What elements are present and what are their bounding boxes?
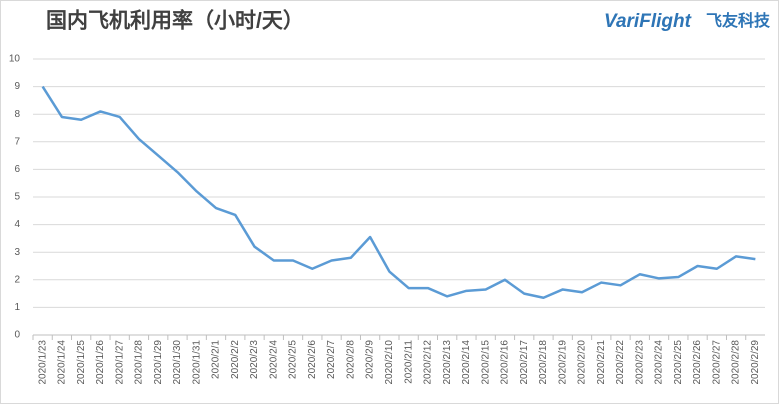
x-tick-label: 2020/2/17 [519, 340, 530, 385]
y-tick-label: 10 [9, 54, 21, 65]
x-tick-label: 2020/2/29 [750, 340, 761, 385]
logo-cn: 飞友科技 [706, 11, 771, 30]
x-tick-label: 2020/2/25 [673, 340, 684, 385]
x-tick-label: 2020/2/8 [345, 340, 356, 379]
x-tick-label: 2020/1/29 [153, 340, 164, 385]
y-tick-label: 6 [14, 164, 20, 175]
x-tick-label: 2020/2/27 [711, 340, 722, 385]
x-tick-label: 2020/2/2 [230, 340, 241, 379]
x-tick-label: 2020/2/20 [577, 340, 588, 385]
x-tick-label: 2020/2/19 [557, 340, 568, 385]
x-tick-label: 2020/1/28 [134, 340, 145, 385]
x-tick-label: 2020/2/1 [211, 340, 222, 379]
x-tick-label: 2020/2/11 [403, 340, 414, 384]
x-tick-label: 2020/1/26 [95, 340, 106, 385]
x-tick-label: 2020/2/18 [538, 340, 549, 385]
x-tick-label: 2020/2/23 [634, 340, 645, 385]
logo: VariFlight [604, 11, 692, 32]
x-tick-label: 2020/2/10 [384, 340, 395, 385]
x-tick-label: 2020/2/7 [326, 340, 337, 379]
x-tick-label: 2020/1/24 [57, 340, 68, 385]
x-tick-label: 2020/1/30 [172, 340, 183, 385]
x-tick-label: 2020/2/24 [654, 340, 665, 385]
x-tick-label: 2020/2/6 [307, 340, 318, 379]
x-tick-label: 2020/2/21 [596, 340, 607, 385]
x-tick-label: 2020/1/25 [76, 340, 87, 385]
y-tick-label: 7 [14, 136, 20, 147]
x-tick-label: 2020/1/31 [191, 340, 202, 385]
y-tick-label: 9 [14, 81, 20, 92]
x-tick-label: 2020/2/13 [442, 340, 453, 385]
x-tick-label: 2020/2/22 [615, 340, 626, 385]
y-tick-label: 3 [14, 247, 20, 258]
x-tick-label: 2020/2/12 [423, 340, 434, 385]
x-tick-label: 2020/2/14 [461, 340, 472, 385]
y-tick-label: 2 [14, 274, 20, 285]
y-tick-label: 8 [14, 109, 20, 120]
chart-title: 国内飞机利用率（小时/天） [46, 9, 304, 33]
line [41, 85, 756, 299]
x-tick-label: 2020/2/16 [500, 340, 511, 385]
y-tick-label: 0 [14, 330, 20, 341]
x-tick-label: 2020/1/23 [37, 340, 48, 385]
x-tick-label: 2020/2/26 [692, 340, 703, 385]
x-tick-label: 2020/2/4 [268, 340, 279, 379]
y-tick-label: 1 [14, 302, 20, 313]
x-tick-label: 2020/1/27 [114, 340, 125, 385]
y-tick-label: 5 [14, 192, 20, 203]
x-tick-label: 2020/2/15 [480, 340, 491, 385]
y-tick-label: 4 [14, 219, 20, 230]
x-tick-label: 2020/2/3 [249, 340, 260, 379]
x-tick-label: 2020/2/28 [731, 340, 742, 385]
x-tick-label: 2020/2/9 [365, 340, 376, 379]
x-tick-label: 2020/2/5 [288, 340, 299, 379]
